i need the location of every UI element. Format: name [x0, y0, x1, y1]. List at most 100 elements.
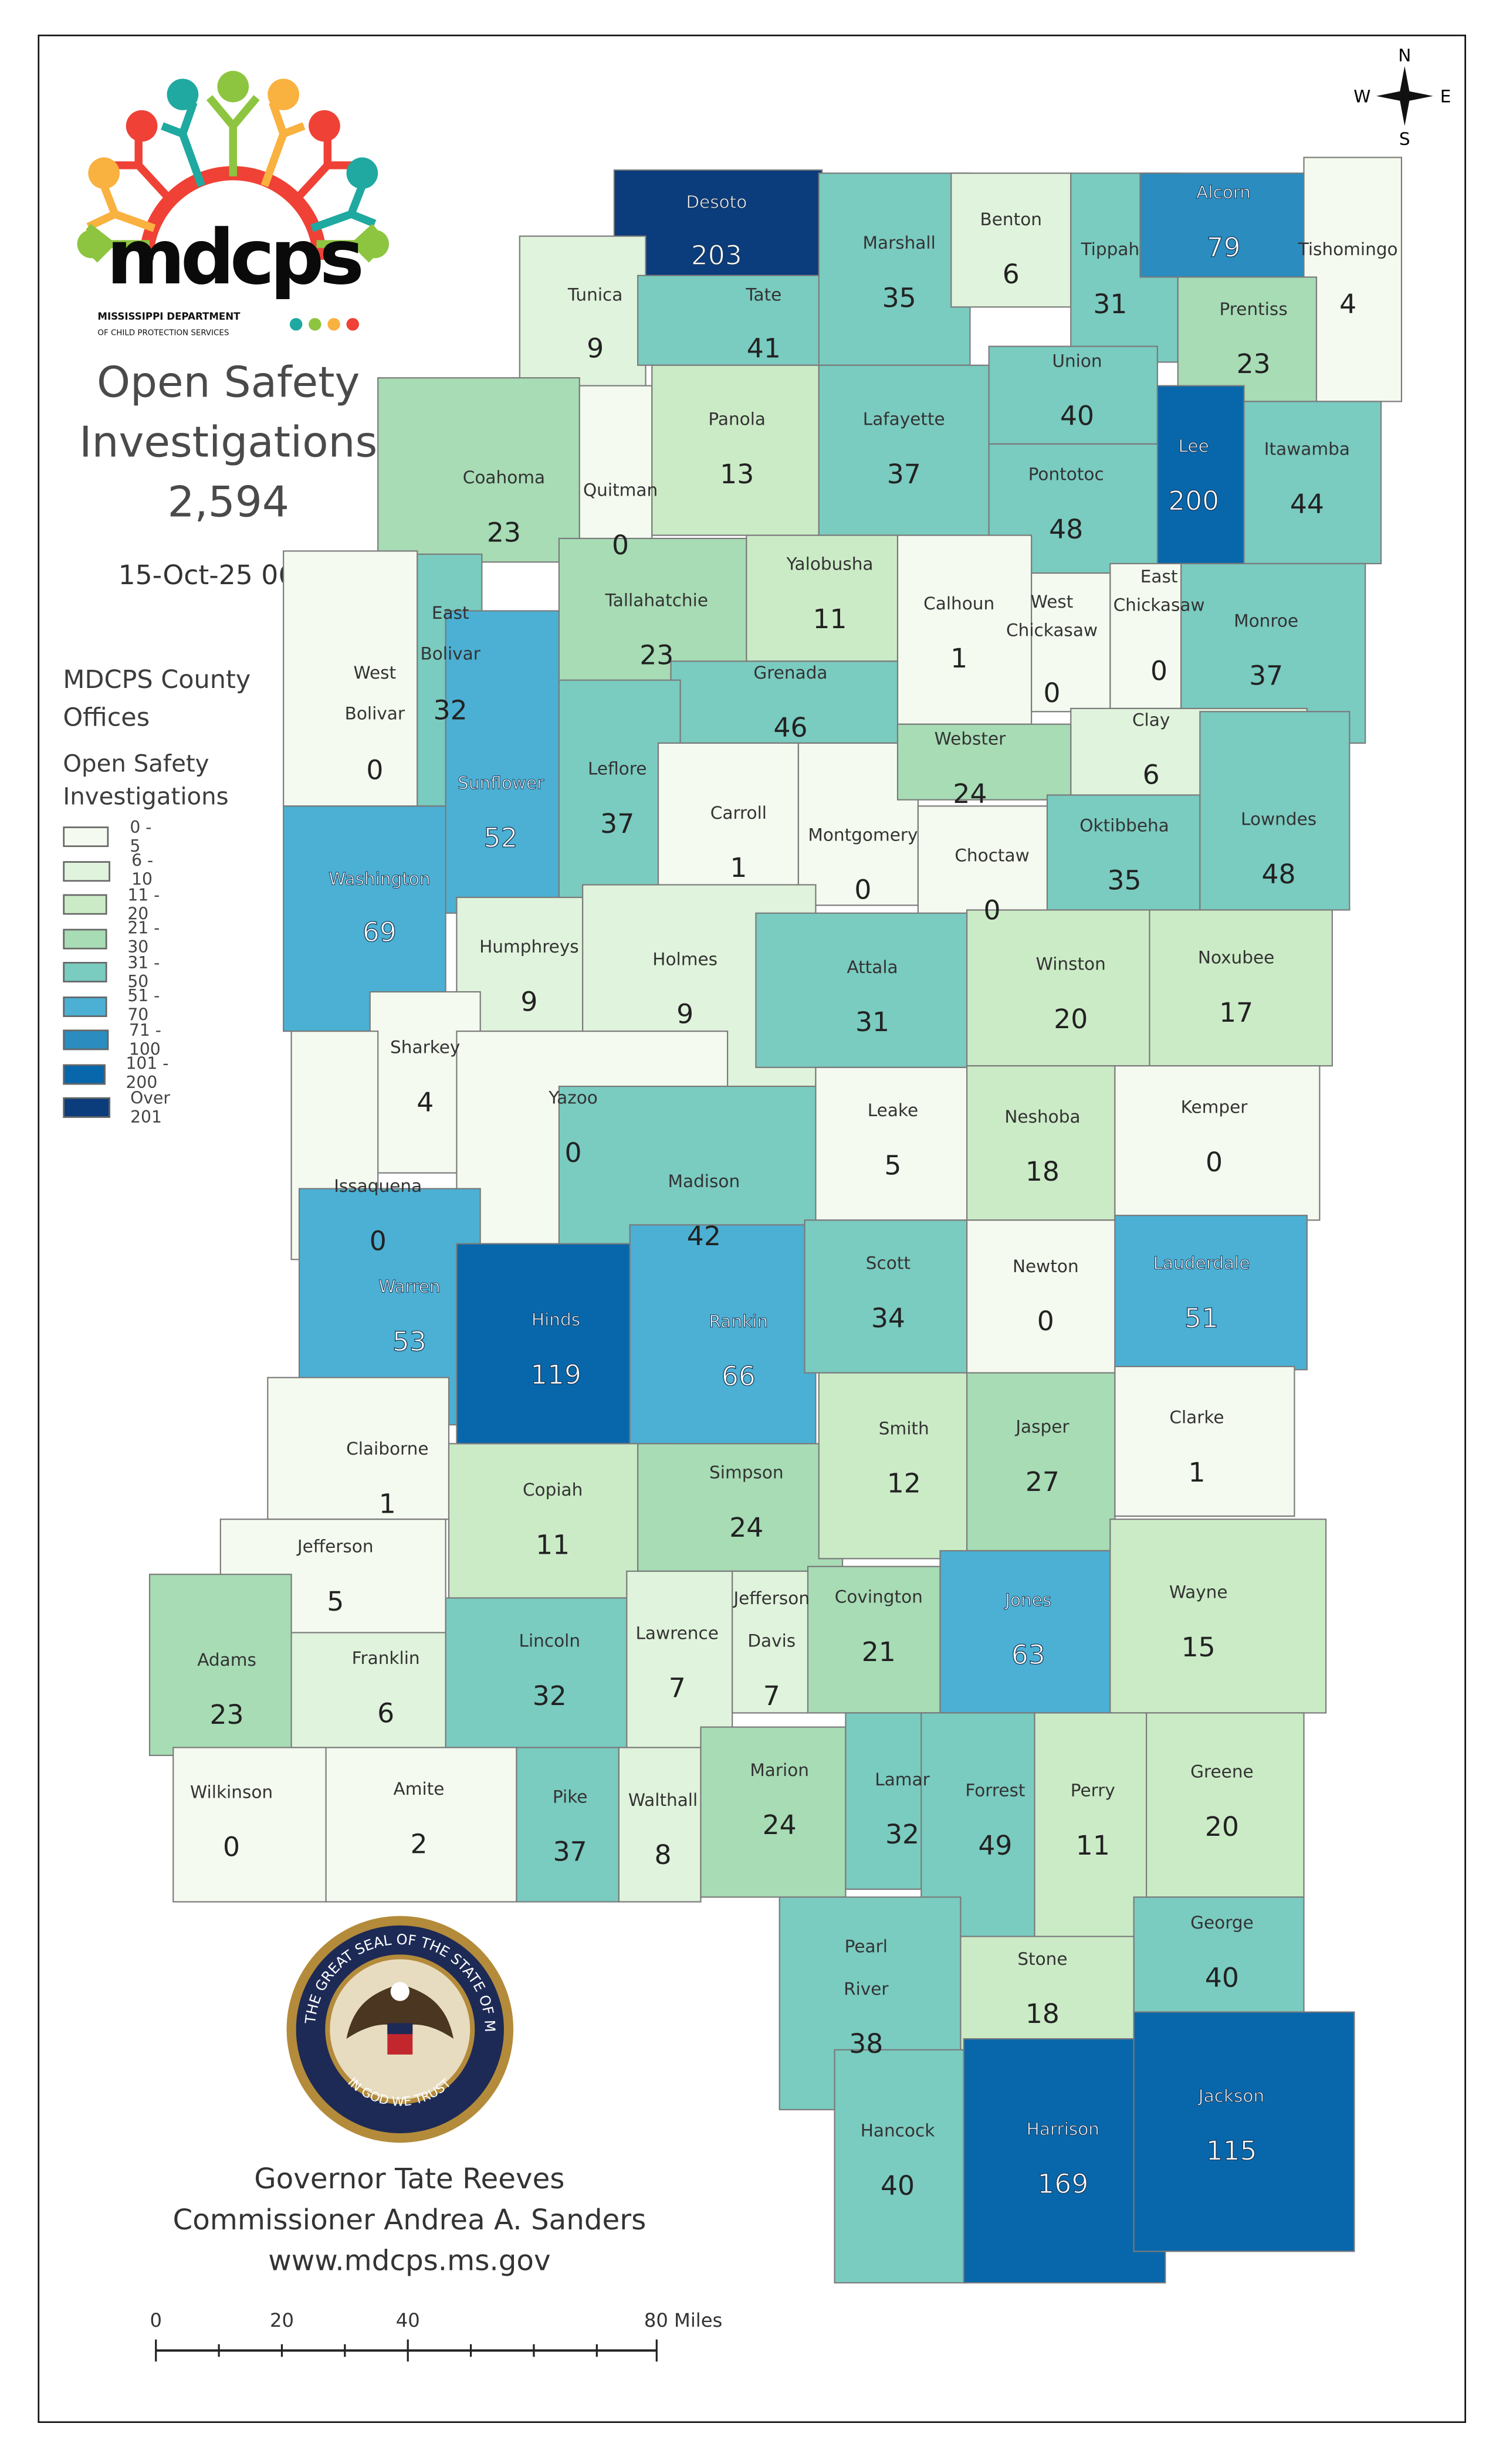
county-humphreys[interactable] [456, 896, 584, 1040]
county-name-choctaw: Choctaw [955, 845, 1029, 865]
county-name-marion: Marion [750, 1760, 809, 1780]
county-value-george: 40 [1205, 1962, 1239, 1993]
legend-item: 21 - 30 [63, 920, 167, 958]
county-name-stone: Stone [1017, 1949, 1067, 1969]
county-value-tishomingo: 4 [1339, 289, 1356, 320]
county-name-lincoln: Lincoln [519, 1631, 581, 1651]
county-name-jasper: Jasper [1014, 1417, 1069, 1437]
county-tate[interactable] [637, 274, 835, 366]
county-oktibbeha[interactable] [1046, 794, 1201, 911]
county-carroll[interactable] [657, 742, 799, 906]
county-value-lincoln: 32 [533, 1680, 567, 1711]
county-name-pearl-river: Pearl [845, 1936, 888, 1956]
county-leake[interactable] [815, 1066, 968, 1221]
county-name-quitman: Quitman [583, 480, 658, 500]
county-value-west-bolivar: 0 [366, 755, 383, 786]
county-value-montgomery: 0 [854, 875, 871, 906]
county-lawrence[interactable] [626, 1570, 733, 1748]
county-perry[interactable] [1034, 1712, 1148, 1937]
county-name-oktibbeha: Oktibbeha [1079, 815, 1169, 835]
county-name-copiah: Copiah [523, 1480, 583, 1500]
county-jasper[interactable] [966, 1372, 1116, 1552]
county-clarke[interactable] [1114, 1365, 1295, 1517]
county-jones[interactable] [939, 1550, 1111, 1714]
county-noxubee[interactable] [1149, 909, 1333, 1067]
legend-label: Over 201 [130, 1089, 170, 1127]
county-name-pontotoc: Pontotoc [1028, 465, 1104, 484]
legend-label: 51 - 70 [127, 987, 160, 1026]
county-tallahatchie[interactable] [558, 537, 747, 681]
county-smith[interactable] [818, 1372, 968, 1560]
county-value-lauderdale: 51 [1184, 1303, 1219, 1334]
county-name-warren: Warren [378, 1277, 440, 1297]
county-scott[interactable] [804, 1219, 968, 1374]
county-winston[interactable] [966, 909, 1150, 1067]
county-desoto[interactable] [613, 169, 823, 281]
legend-subtitle-line-2: Investigations [63, 782, 229, 811]
county-lincoln[interactable] [445, 1597, 631, 1748]
county-hinds[interactable] [456, 1243, 631, 1445]
county-marshall[interactable] [818, 172, 971, 366]
county-george[interactable] [1133, 1896, 1305, 2013]
county-jackson[interactable] [1133, 2011, 1355, 2252]
county-walthall[interactable] [618, 1747, 702, 1903]
county-itawamba[interactable] [1243, 401, 1382, 565]
county-name-rankin: Rankin [709, 1311, 769, 1331]
county-panola[interactable] [651, 364, 820, 536]
county-pike[interactable] [516, 1747, 620, 1903]
county-value-walthall: 8 [655, 1839, 672, 1870]
county-name-west-bolivar: West [354, 663, 397, 683]
county-marion[interactable] [700, 1726, 847, 1898]
county-west-bolivar[interactable] [283, 550, 418, 807]
county-madison[interactable] [558, 1086, 817, 1253]
county-prentiss[interactable] [1177, 276, 1318, 402]
county-adams[interactable] [148, 1574, 292, 1756]
legend-swatch [63, 826, 110, 848]
county-covington[interactable] [807, 1565, 941, 1714]
county-webster[interactable] [896, 723, 1072, 801]
county-west-chickasaw[interactable] [1031, 572, 1111, 713]
website-link[interactable]: www.mdcps.ms.gov [268, 2245, 551, 2279]
county-name-hinds: Hinds [532, 1310, 580, 1330]
county-attala[interactable] [755, 912, 968, 1068]
footer-credits: Governor Tate Reeves Commissioner Andrea… [150, 2160, 669, 2283]
county-tishomingo[interactable] [1303, 157, 1403, 402]
compass-icon: N S E W [1353, 46, 1451, 148]
county-wilkinson[interactable] [172, 1747, 327, 1903]
county-name-holmes: Holmes [652, 949, 717, 969]
county-value-hancock: 40 [881, 2170, 915, 2201]
county-rankin[interactable] [629, 1224, 817, 1445]
county-alcorn[interactable] [1139, 172, 1305, 278]
county-east-chickasaw[interactable] [1109, 562, 1182, 709]
title-line-1: Open Safety [96, 358, 360, 408]
county-calhoun[interactable] [896, 534, 1033, 725]
county-lauderdale[interactable] [1114, 1215, 1308, 1371]
legend-item: 6 - 10 [63, 852, 167, 890]
county-name-smith: Smith [879, 1418, 929, 1438]
county-value-panola: 13 [720, 459, 754, 490]
county-name-claiborne: Claiborne [346, 1439, 428, 1459]
county-lowndes[interactable] [1199, 711, 1351, 911]
county-name-jefferson: Jefferson [296, 1537, 374, 1557]
county-hancock[interactable] [834, 2049, 969, 2284]
county-name-jones: Jones [1004, 1590, 1051, 1610]
county-value-warren: 53 [392, 1326, 427, 1357]
county-neshoba[interactable] [966, 1065, 1116, 1221]
county-union[interactable] [988, 345, 1158, 445]
county-wayne[interactable] [1109, 1519, 1327, 1714]
scale-label-80: 80 Miles [644, 2309, 722, 2331]
county-stone[interactable] [960, 1936, 1135, 2050]
county-simpson[interactable] [637, 1443, 844, 1572]
county-value-grenada: 46 [773, 712, 807, 743]
county-greene[interactable] [1146, 1712, 1305, 1898]
county-value-lee: 200 [1168, 486, 1219, 517]
county-value-smith: 12 [887, 1468, 921, 1499]
county-name-neshoba: Neshoba [1004, 1107, 1080, 1127]
county-newton[interactable] [966, 1219, 1116, 1374]
county-benton[interactable] [950, 172, 1072, 308]
county-kemper[interactable] [1114, 1065, 1321, 1221]
county-value-madison: 42 [687, 1221, 721, 1252]
county-amite[interactable] [325, 1747, 517, 1903]
county-lee[interactable] [1156, 385, 1245, 565]
county-lafayette[interactable] [818, 364, 990, 536]
